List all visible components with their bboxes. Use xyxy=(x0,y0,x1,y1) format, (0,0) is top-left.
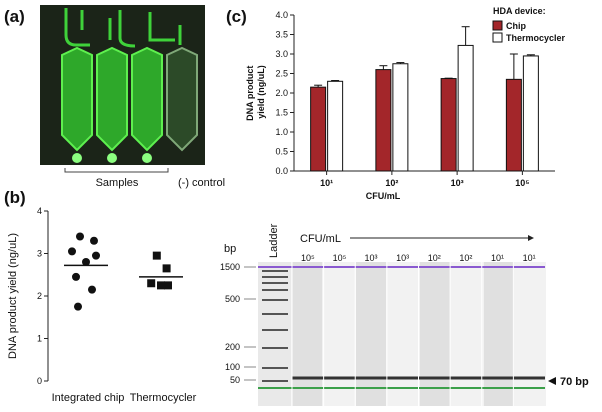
data-point xyxy=(152,251,161,260)
bar xyxy=(375,69,392,172)
size-label: 1500 xyxy=(220,262,240,272)
lane-label: 10¹ xyxy=(491,253,504,263)
legend-swatch xyxy=(492,20,503,31)
y-tick-label: 4 xyxy=(37,206,42,216)
lane-label: 10¹ xyxy=(523,253,536,263)
legend-label: Chip xyxy=(506,21,526,31)
data-point xyxy=(162,264,171,273)
bar xyxy=(440,78,457,172)
data-point xyxy=(92,251,100,260)
bp-label: bp xyxy=(224,243,236,255)
bar xyxy=(457,44,474,172)
y-axis-label-line: DNA product xyxy=(245,66,255,121)
gel-image xyxy=(258,235,556,406)
bar xyxy=(392,63,409,172)
y-tick-label: 0.5 xyxy=(275,147,288,157)
y-axis-label: DNA product yield (ng/uL) xyxy=(7,233,19,359)
x-tick-label: 10⁵ xyxy=(515,178,529,188)
data-point xyxy=(157,281,165,290)
x-tick-label: Thermocycler xyxy=(130,392,197,404)
x-tick-label: Integrated chip xyxy=(52,392,125,404)
legend-label: Thermocycler xyxy=(506,33,566,43)
x-tick-label: 10² xyxy=(385,178,398,188)
control-label: (-) control xyxy=(178,177,225,189)
data-point xyxy=(72,272,80,281)
y-tick-label: 2 xyxy=(37,291,42,301)
size-label: 500 xyxy=(225,294,240,304)
bar xyxy=(522,55,539,172)
y-tick-label: 2.0 xyxy=(275,88,288,98)
bar xyxy=(505,78,522,172)
lane-label: 10³ xyxy=(396,253,409,263)
cfu-label: CFU/mL xyxy=(300,233,341,245)
lane-label: 10³ xyxy=(365,253,378,263)
data-point xyxy=(147,279,156,288)
lane-label: 10² xyxy=(459,253,472,263)
y-tick-label: 3.5 xyxy=(275,30,288,40)
bar xyxy=(310,86,327,172)
product-label: 70 bp xyxy=(560,376,589,388)
bracket xyxy=(64,168,169,173)
x-tick-label: 10³ xyxy=(451,178,464,188)
data-point xyxy=(164,281,172,290)
lane-label: 10⁵ xyxy=(301,253,315,263)
y-tick-label: 1 xyxy=(37,334,42,344)
data-point xyxy=(76,232,84,241)
legend-swatch xyxy=(492,32,503,43)
size-label: 200 xyxy=(225,342,240,352)
size-label: 50 xyxy=(230,375,240,385)
panel-label: (b) xyxy=(4,188,26,207)
lane-label: 10² xyxy=(428,253,441,263)
y-tick-label: 3 xyxy=(37,249,42,259)
legend-title: HDA device: xyxy=(493,6,546,16)
lane-label: 10⁵ xyxy=(333,253,347,263)
y-tick-label: 0 xyxy=(37,376,42,386)
y-tick-label: 0.0 xyxy=(275,166,288,176)
y-tick-label: 1.0 xyxy=(275,127,288,137)
data-point xyxy=(88,285,96,294)
y-axis-label: DNA product yield (ng/uL) xyxy=(245,63,266,121)
y-tick-label: 2.5 xyxy=(275,69,288,79)
x-tick-label: 10¹ xyxy=(320,178,333,188)
y-axis-label-line: yield (ng/uL) xyxy=(256,65,266,119)
samples-label: Samples xyxy=(96,177,139,189)
ladder-label: Ladder xyxy=(268,223,280,258)
data-point xyxy=(68,247,76,256)
y-tick-label: 3.0 xyxy=(275,49,288,59)
panel-label: (c) xyxy=(226,7,247,26)
data-point xyxy=(90,236,98,245)
size-label: 100 xyxy=(225,362,240,372)
bar xyxy=(327,80,344,172)
y-tick-label: 1.5 xyxy=(275,108,288,118)
panel-label: (a) xyxy=(4,7,25,26)
x-axis-label: CFU/mL xyxy=(366,191,401,201)
chip-image xyxy=(40,5,205,165)
y-tick-label: 4.0 xyxy=(275,10,288,20)
data-point xyxy=(74,302,82,311)
data-point xyxy=(82,258,90,266)
